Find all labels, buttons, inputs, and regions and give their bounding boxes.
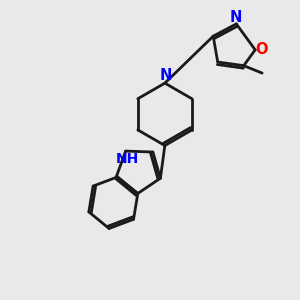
Text: NH: NH (116, 152, 140, 167)
Text: N: N (230, 10, 242, 25)
Text: O: O (255, 42, 267, 57)
Text: N: N (159, 68, 172, 83)
